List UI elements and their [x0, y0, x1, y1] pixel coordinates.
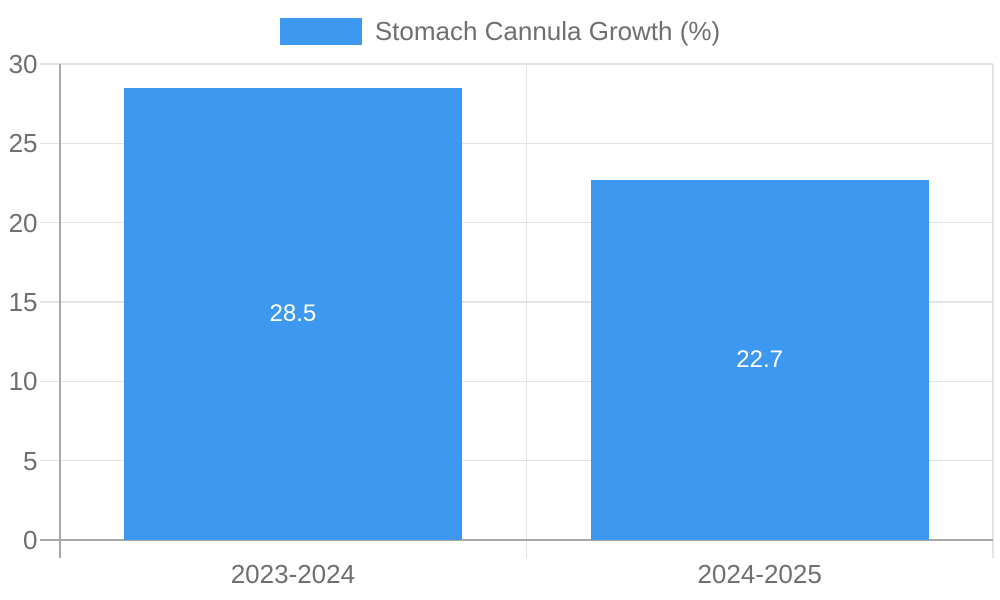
bar[interactable] [123, 87, 462, 540]
gridline-horizontal [39, 221, 993, 224]
bar-value-label: 28.5 [269, 299, 317, 327]
legend-item[interactable]: Stomach Cannula Growth (%) [0, 18, 1000, 45]
y-axis-tick-label: 0 [23, 525, 38, 555]
gridline-horizontal [39, 142, 993, 145]
bar-value-label: 22.7 [736, 345, 783, 373]
gridline-horizontal [39, 459, 993, 462]
bar[interactable] [590, 179, 929, 540]
legend-swatch [279, 18, 362, 45]
y-axis-tick-label: 15 [8, 287, 38, 317]
x-axis-tick-label: 2023-2024 [230, 559, 356, 589]
gridline-horizontal [39, 63, 993, 65]
x-axis-line [39, 539, 993, 541]
y-axis-line [58, 64, 61, 558]
gridline-horizontal [39, 380, 993, 383]
gridline-horizontal [39, 301, 993, 303]
y-axis-tick-label: 20 [8, 207, 38, 238]
y-axis-tick-label: 10 [8, 366, 38, 397]
y-axis-tick-label: 5 [23, 445, 38, 476]
y-axis-tick-label: 25 [8, 128, 38, 159]
gridline-vertical [525, 64, 527, 558]
gridline-vertical [992, 64, 994, 558]
x-axis-tick-label: 2024-2025 [697, 559, 822, 589]
legend-label: Stomach Cannula Growth (%) [374, 16, 721, 46]
y-axis-tick-label: 30 [8, 49, 38, 79]
